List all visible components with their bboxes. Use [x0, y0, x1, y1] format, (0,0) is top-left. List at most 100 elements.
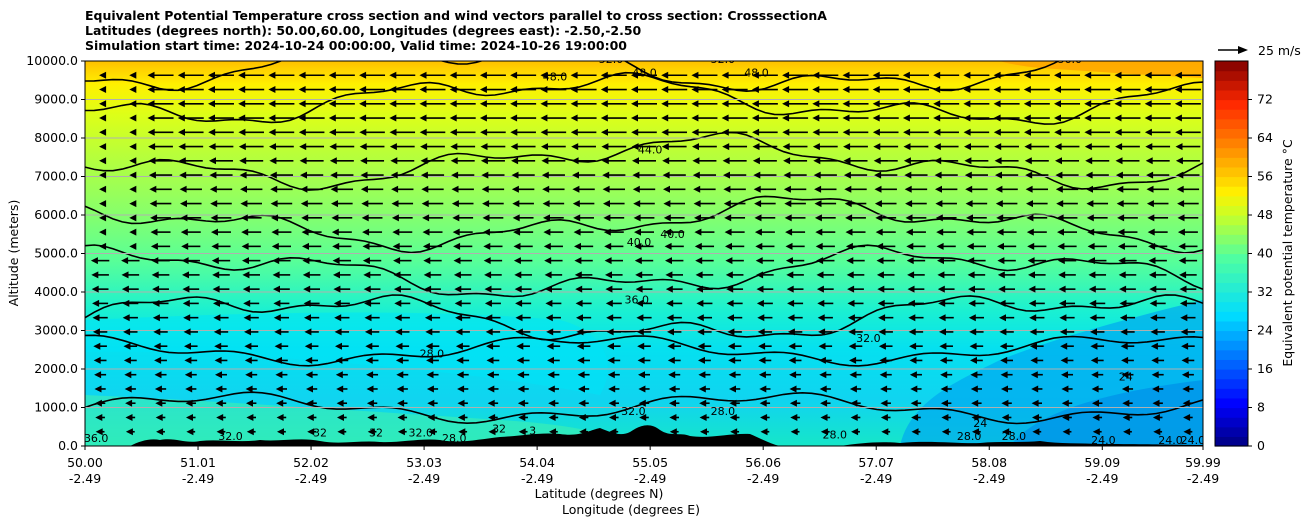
wind-arrow: [129, 143, 137, 151]
wind-arrow-head: [631, 86, 638, 93]
wind-arrow: [185, 399, 196, 407]
wind-arrow-head: [214, 342, 222, 350]
wind-arrow: [724, 228, 745, 236]
wind-arrow: [933, 143, 959, 151]
wind-arrow-head: [812, 71, 820, 79]
wind-arrow-head: [1084, 71, 1092, 79]
wind-arrow-head: [213, 328, 221, 336]
wind-arrow: [540, 71, 567, 79]
wind-arrow-head: [363, 271, 371, 279]
wind-arrow-head: [635, 271, 643, 279]
wind-arrow: [1092, 428, 1102, 436]
colorbar-segment: [1215, 349, 1248, 360]
wind-arrow: [243, 314, 259, 322]
wind-arrow-head: [908, 314, 916, 322]
wind-arrow-head: [208, 71, 215, 79]
wind-arrow-head: [572, 185, 580, 193]
wind-arrow: [333, 299, 350, 307]
wind-arrow: [268, 100, 295, 108]
wind-arrow: [210, 214, 232, 222]
wind-arrow-head: [216, 428, 224, 436]
wind-arrow-head: [933, 128, 941, 136]
wind-arrow: [484, 271, 502, 279]
wind-arrow-head: [1090, 328, 1097, 336]
wind-arrow-head: [427, 399, 435, 407]
wind-arrow-head: [1123, 428, 1131, 436]
wind-arrow-head: [393, 285, 401, 293]
wind-arrow: [606, 314, 622, 322]
wind-arrow-head: [389, 86, 397, 93]
wind-arrow-head: [572, 171, 579, 179]
wind-arrow-head: [420, 157, 428, 165]
wind-arrow: [99, 214, 107, 222]
wind-arrow-head: [1025, 185, 1033, 193]
wind-arrow-head: [967, 257, 975, 265]
wind-arrow: [816, 271, 835, 279]
wind-arrow-head: [298, 86, 306, 93]
wind-arrow: [691, 71, 718, 79]
wind-arrow-head: [572, 200, 580, 208]
wind-arrow: [359, 100, 386, 108]
wind-arrow-head: [389, 100, 397, 108]
wind-arrow-head: [1178, 257, 1186, 265]
wind-arrow-head: [301, 214, 309, 222]
wind-arrow: [245, 371, 258, 379]
wind-arrow: [695, 257, 714, 265]
wind-arrow-head: [334, 328, 342, 336]
wind-arrow: [878, 328, 893, 336]
colorbar-segment: [1215, 205, 1248, 216]
wind-arrow: [999, 328, 1014, 336]
wind-arrow-head: [666, 299, 674, 307]
wind-arrow-head: [178, 143, 186, 151]
wind-arrow-head: [970, 356, 977, 364]
wind-arrow: [782, 100, 809, 108]
wind-arrow-head: [964, 171, 972, 179]
wind-arrow-head: [396, 371, 404, 379]
wind-arrow: [510, 71, 537, 79]
wind-arrow: [1057, 228, 1078, 236]
colorbar-segment: [1215, 80, 1248, 91]
wind-arrow-head: [268, 71, 276, 79]
wind-arrow-head: [274, 328, 282, 336]
wind-arrow: [570, 100, 597, 108]
wind-arrow-head: [1181, 356, 1189, 364]
wind-arrow-head: [1092, 414, 1100, 421]
wind-arrow: [571, 157, 596, 165]
wind-arrow: [423, 257, 442, 265]
wind-arrow-head: [782, 114, 790, 122]
wind-arrow: [813, 157, 838, 165]
wind-arrow-head: [844, 200, 852, 208]
wind-arrow-head: [209, 171, 217, 179]
wind-arrow: [123, 342, 138, 350]
wind-arrow: [1085, 157, 1110, 165]
wind-arrow-head: [419, 71, 427, 79]
wind-arrow: [751, 71, 778, 79]
wind-arrow: [812, 114, 839, 122]
wind-arrow: [1058, 271, 1076, 279]
wind-arrow: [819, 385, 831, 393]
wind-arrow: [1055, 171, 1079, 179]
wind-arrow-head: [635, 285, 643, 293]
wind-arrow-head: [1000, 356, 1008, 364]
wind-arrow: [667, 342, 682, 350]
wind-arrow-head: [178, 128, 185, 136]
wind-arrow-head: [1175, 128, 1183, 136]
wind-arrow: [1057, 257, 1077, 265]
wind-arrow: [966, 242, 986, 250]
wind-arrow-head: [92, 314, 100, 322]
wind-arrow: [90, 257, 110, 265]
wind-arrow: [1057, 242, 1077, 250]
wind-arrow-head: [239, 171, 247, 179]
wind-arrow-head: [902, 100, 910, 108]
wind-arrow: [908, 314, 924, 322]
wind-arrow: [1086, 200, 1109, 208]
wind-arrow: [212, 271, 230, 279]
wind-arrow: [847, 314, 864, 322]
contour-label: 32: [369, 426, 383, 439]
wind-arrow-head: [335, 371, 343, 379]
wind-arrow-head: [328, 100, 336, 108]
wind-arrow-head: [419, 100, 427, 108]
wind-arrow: [389, 100, 416, 108]
wind-arrow-head: [817, 314, 825, 322]
wind-arrow: [783, 157, 808, 165]
